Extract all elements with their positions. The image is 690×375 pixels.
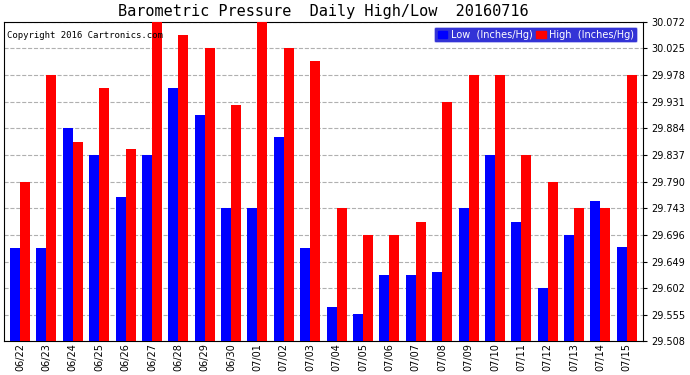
Bar [617,248,627,342]
Bar [416,222,426,342]
Bar [432,272,442,342]
Bar [627,75,637,342]
Bar [495,75,505,342]
Bar [20,182,30,342]
Bar [37,249,46,342]
Bar [538,288,548,342]
Bar [406,275,416,342]
Bar [389,235,400,342]
Bar [284,48,294,342]
Bar [248,208,257,342]
Bar [10,249,20,342]
Bar [46,75,57,342]
Bar [522,155,531,342]
Bar [168,88,178,342]
Bar [459,208,469,342]
Bar [574,208,584,342]
Bar [231,105,241,342]
Bar [310,62,320,342]
Bar [257,22,268,342]
Bar [63,128,72,342]
Bar [221,208,231,342]
Bar [469,75,479,342]
Bar [485,155,495,342]
Bar [442,102,452,342]
Bar [337,208,346,342]
Bar [564,235,574,342]
Bar [326,308,337,342]
Bar [591,201,600,342]
Bar [511,222,522,342]
Title: Barometric Pressure  Daily High/Low  20160716: Barometric Pressure Daily High/Low 20160… [118,4,529,19]
Bar [115,198,126,342]
Bar [205,48,215,342]
Bar [600,208,611,342]
Bar [152,22,162,342]
Legend: Low  (Inches/Hg), High  (Inches/Hg): Low (Inches/Hg), High (Inches/Hg) [434,27,638,44]
Bar [126,149,135,342]
Bar [274,137,284,342]
Bar [72,142,83,342]
Bar [380,275,389,342]
Bar [300,249,310,342]
Bar [548,182,558,342]
Bar [178,35,188,342]
Bar [363,235,373,342]
Bar [89,155,99,342]
Bar [99,88,109,342]
Text: Copyright 2016 Cartronics.com: Copyright 2016 Cartronics.com [8,32,164,40]
Bar [353,314,363,342]
Bar [142,155,152,342]
Bar [195,115,205,342]
